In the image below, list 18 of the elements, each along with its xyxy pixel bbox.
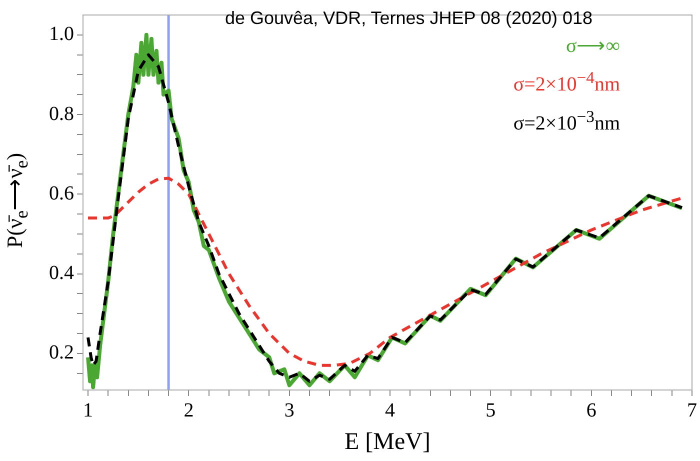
x-tick-label: 4	[385, 399, 396, 422]
y-tick-label: 1.0	[49, 23, 74, 46]
text: σ=2×10$^{−4}$nm	[513, 67, 620, 98]
line-series	[86, 176, 684, 367]
x-tick-label: 1	[83, 399, 94, 422]
x-tick-label: 6	[586, 399, 596, 422]
x-tick-label: 5	[486, 399, 496, 422]
text: σ⟶∞	[564, 34, 620, 59]
x-axis-title: E [MeV]	[344, 428, 430, 455]
x-tick-label: 2	[184, 399, 194, 422]
text: σ=2×10$^{−3}$nm	[513, 106, 620, 136]
annotation: de Gouvêa, VDR, Ternes JHEP 08 (2020) 018	[225, 8, 593, 29]
y-tick-label: 0.8	[49, 102, 74, 125]
x-tick-label: 7	[687, 399, 697, 422]
x-tick-label: 3	[284, 399, 294, 422]
y-tick-label: 0.4	[49, 262, 74, 284]
y-tick-label: 0.2	[49, 342, 74, 364]
y-tick-label: 0.6	[49, 182, 74, 204]
